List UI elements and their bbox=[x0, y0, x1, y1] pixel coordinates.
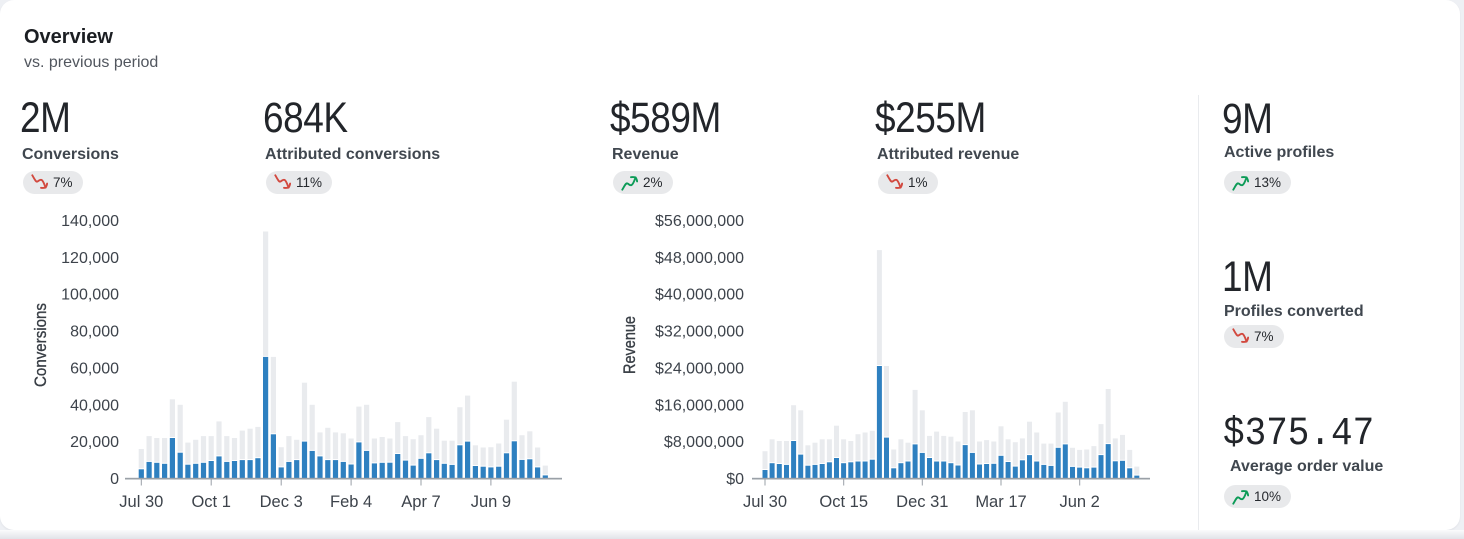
svg-text:60,000: 60,000 bbox=[70, 360, 119, 377]
svg-text:$48,000,000: $48,000,000 bbox=[655, 250, 744, 267]
svg-text:20,000: 20,000 bbox=[70, 434, 119, 451]
svg-text:Jun 2: Jun 2 bbox=[1060, 493, 1100, 511]
svg-text:Revenue: Revenue bbox=[621, 316, 639, 374]
svg-text:140,000: 140,000 bbox=[61, 213, 119, 230]
svg-text:$56,000,000: $56,000,000 bbox=[655, 213, 744, 230]
svg-text:Jun 9: Jun 9 bbox=[471, 493, 511, 511]
svg-text:$32,000,000: $32,000,000 bbox=[655, 324, 744, 341]
svg-text:$16,000,000: $16,000,000 bbox=[655, 397, 744, 414]
svg-text:Dec 31: Dec 31 bbox=[896, 493, 948, 511]
svg-text:0: 0 bbox=[110, 471, 119, 488]
svg-text:Oct 15: Oct 15 bbox=[819, 493, 868, 511]
svg-text:$40,000,000: $40,000,000 bbox=[655, 287, 744, 304]
svg-text:100,000: 100,000 bbox=[61, 287, 119, 304]
svg-text:Dec 3: Dec 3 bbox=[260, 493, 303, 511]
svg-text:$0: $0 bbox=[726, 471, 744, 488]
svg-text:Apr 7: Apr 7 bbox=[401, 493, 440, 511]
svg-text:Conversions: Conversions bbox=[32, 303, 50, 387]
svg-text:Mar 17: Mar 17 bbox=[975, 493, 1026, 511]
svg-text:Oct 1: Oct 1 bbox=[191, 493, 230, 511]
svg-text:120,000: 120,000 bbox=[61, 250, 119, 267]
svg-text:$8,000,000: $8,000,000 bbox=[664, 434, 744, 451]
svg-text:Jul 30: Jul 30 bbox=[743, 493, 787, 511]
svg-text:80,000: 80,000 bbox=[70, 324, 119, 341]
svg-text:$24,000,000: $24,000,000 bbox=[655, 360, 744, 377]
svg-text:Jul 30: Jul 30 bbox=[119, 493, 163, 511]
svg-text:Feb 4: Feb 4 bbox=[330, 493, 372, 511]
svg-text:40,000: 40,000 bbox=[70, 397, 119, 414]
